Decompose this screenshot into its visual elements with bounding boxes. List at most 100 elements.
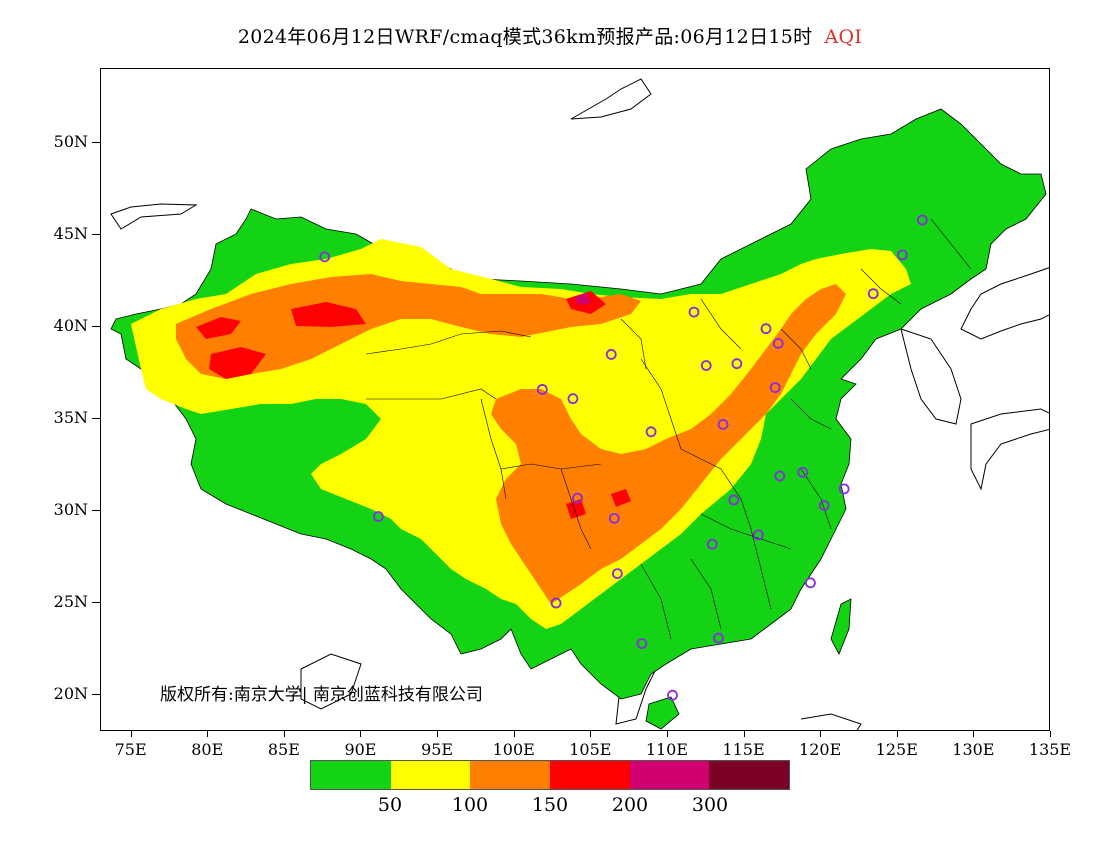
station-marker bbox=[688, 306, 700, 318]
x-tick-label: 75E bbox=[114, 740, 147, 759]
x-tick-mark bbox=[1050, 731, 1051, 737]
y-tick-label: 25N bbox=[53, 592, 88, 612]
y-tick-mark bbox=[92, 233, 100, 235]
x-tick-label: 130E bbox=[952, 740, 995, 759]
aqi-region-sensitive bbox=[176, 274, 641, 379]
x-tick-mark bbox=[360, 731, 362, 737]
y-tick-mark bbox=[92, 510, 100, 511]
y-tick-label: 20N bbox=[53, 684, 88, 704]
station-marker bbox=[636, 638, 648, 649]
station-marker bbox=[372, 511, 384, 522]
x-tick-label: 100E bbox=[492, 740, 535, 759]
y-tick-label: 30N bbox=[53, 500, 88, 519]
colorbar-segment bbox=[709, 761, 790, 789]
colorbar-label: 150 bbox=[531, 794, 569, 816]
colorbar-label: 50 bbox=[377, 794, 403, 816]
station-marker bbox=[774, 470, 786, 482]
x-tick-mark bbox=[666, 731, 668, 737]
x-tick-label: 90E bbox=[344, 740, 377, 759]
station-marker bbox=[567, 393, 579, 405]
title-text: 2024年06月12日WRF/cmaq模式36km预报产品:06月12日15时 bbox=[237, 26, 813, 48]
y-tick-mark bbox=[92, 694, 100, 696]
station-marker bbox=[896, 249, 908, 261]
map-panel bbox=[100, 68, 1050, 731]
colorbar-segment bbox=[550, 761, 630, 789]
station-marker bbox=[752, 529, 764, 541]
station-marker bbox=[667, 689, 678, 701]
station-marker bbox=[550, 597, 562, 609]
aqi-region-unhealthy bbox=[196, 317, 241, 339]
y-tick-mark bbox=[92, 602, 100, 604]
x-tick-mark bbox=[207, 731, 209, 737]
aqi-region-unhealthy bbox=[209, 347, 266, 379]
x-tick-mark bbox=[513, 731, 515, 737]
map-canvas bbox=[110, 78, 1049, 730]
province-borders bbox=[365, 218, 972, 640]
colorbar-segment bbox=[470, 761, 551, 789]
station-marker bbox=[319, 251, 331, 263]
station-marker bbox=[818, 500, 830, 511]
station-marker bbox=[717, 419, 729, 430]
aqi-region-unhealthy bbox=[611, 489, 631, 507]
station-marker bbox=[760, 323, 772, 335]
station-marker bbox=[536, 384, 548, 395]
y-tick-mark bbox=[92, 325, 100, 327]
station-marker bbox=[772, 338, 784, 349]
station-marker bbox=[797, 466, 809, 478]
station-marker bbox=[805, 577, 816, 589]
station-markers bbox=[319, 214, 928, 701]
x-tick-mark bbox=[590, 731, 592, 737]
x-tick-mark bbox=[743, 731, 745, 737]
station-marker bbox=[731, 358, 743, 370]
station-marker bbox=[572, 492, 583, 504]
station-marker bbox=[728, 494, 740, 506]
station-marker bbox=[713, 632, 724, 644]
x-tick-label: 135E bbox=[1028, 740, 1072, 759]
station-marker bbox=[645, 426, 657, 438]
copyright-text: 版权所有:南京大学| 南京创蓝科技有限公司 bbox=[160, 685, 483, 705]
station-marker bbox=[769, 382, 781, 394]
variable-label: AQI bbox=[824, 26, 863, 48]
x-tick-mark bbox=[283, 731, 285, 737]
x-tick-label: 115E bbox=[722, 740, 765, 759]
aqi-region-good-taiwan bbox=[830, 598, 852, 655]
colorbar-segment bbox=[311, 761, 391, 789]
colorbar-segment bbox=[629, 761, 710, 789]
aqi-region-good-hainan bbox=[645, 696, 680, 730]
y-tick-label: 45N bbox=[53, 223, 88, 243]
aqi-region-very-unhealthy bbox=[574, 293, 591, 305]
y-tick-label: 40N bbox=[53, 315, 88, 335]
x-tick-mark bbox=[896, 731, 898, 737]
x-tick-mark bbox=[437, 731, 439, 737]
aqi-region-unhealthy bbox=[291, 302, 366, 327]
colorbar-label: 300 bbox=[691, 794, 729, 816]
aqi-field bbox=[110, 108, 1047, 730]
station-marker bbox=[867, 288, 879, 300]
x-tick-label: 85E bbox=[267, 740, 300, 759]
x-tick-label: 120E bbox=[799, 740, 842, 759]
x-tick-label: 105E bbox=[569, 740, 612, 759]
station-marker bbox=[916, 214, 928, 226]
y-tick-mark bbox=[92, 417, 100, 419]
map-title: 2024年06月12日WRF/cmaq模式36km预报产品:06月12日15时 A… bbox=[0, 22, 1100, 49]
aqi-region-sensitive-central bbox=[491, 284, 846, 604]
x-tick-label: 125E bbox=[875, 740, 918, 759]
station-marker bbox=[700, 360, 712, 371]
station-marker bbox=[706, 538, 718, 550]
x-tick-mark bbox=[130, 731, 132, 737]
aqi-region-unhealthy bbox=[566, 499, 586, 519]
station-marker bbox=[605, 349, 617, 360]
station-marker bbox=[611, 568, 623, 580]
x-tick-mark bbox=[820, 731, 822, 737]
station-marker bbox=[838, 483, 850, 495]
colorbar-segment bbox=[390, 761, 471, 789]
x-tick-label: 110E bbox=[645, 740, 689, 759]
station-marker bbox=[608, 512, 620, 524]
aqi-colorbar bbox=[310, 760, 790, 790]
y-tick-mark bbox=[92, 141, 100, 143]
x-tick-label: 95E bbox=[421, 740, 454, 759]
colorbar-label: 200 bbox=[611, 794, 649, 816]
colorbar-label: 100 bbox=[451, 794, 489, 816]
x-tick-mark bbox=[973, 731, 975, 737]
y-tick-label: 50N bbox=[53, 131, 88, 151]
